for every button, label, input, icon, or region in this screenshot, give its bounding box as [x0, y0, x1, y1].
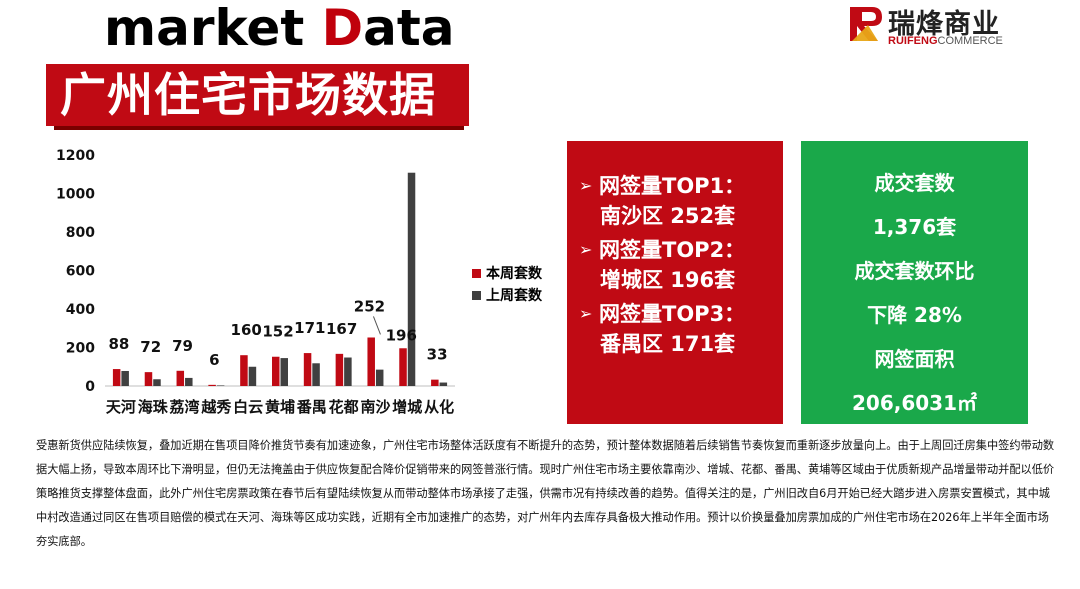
data-label: 252 — [354, 297, 385, 315]
data-label: 88 — [108, 335, 129, 353]
top2-label-text: 网签量TOP2： — [599, 238, 746, 262]
bar-last-week — [185, 377, 193, 386]
data-label: 33 — [427, 346, 448, 364]
arrow-bullet-icon: ➢ — [579, 240, 593, 259]
bar-this-week — [208, 384, 216, 386]
logo-english-name: RUIFENGCOMMERCE — [888, 35, 1003, 47]
x-tick-label: 番禺 — [296, 398, 327, 416]
x-tick-label: 花都 — [329, 398, 359, 416]
ruifeng-logo-icon — [850, 7, 882, 41]
data-label: 160 — [231, 321, 262, 339]
bar-last-week — [121, 370, 129, 386]
bar-this-week — [335, 353, 344, 386]
y-tick-label: 200 — [66, 341, 95, 357]
y-tick-label: 1000 — [56, 187, 95, 203]
mom-value: 下降 28% — [867, 303, 962, 327]
headline: market Data — [104, 0, 455, 56]
district-sales-bar-chart: 0 200 400 600 800 1000 1200 天河 88 海珠 72 荔湾 79 越秀 6 白云 16… — [56, 148, 455, 416]
data-label: 72 — [140, 338, 161, 356]
bar-this-week — [272, 356, 280, 386]
area-label: 网签面积 — [874, 347, 955, 371]
top2-value: 增城区 196套 — [600, 267, 736, 292]
data-label: 79 — [172, 337, 193, 355]
y-tick-label: 600 — [66, 264, 95, 280]
mom-label: 成交套数环比 — [854, 259, 975, 283]
data-label: 6 — [209, 351, 219, 369]
x-tick-label: 白云 — [233, 398, 263, 416]
x-tick-label: 黄埔 — [265, 398, 295, 416]
bar-this-week — [176, 370, 185, 386]
title-banner: 广州住宅市场数据 — [46, 64, 469, 130]
x-tick-label: 荔湾 — [170, 398, 200, 416]
deals-value: 1,376套 — [872, 215, 957, 239]
bar-last-week — [344, 357, 352, 386]
bar-last-week — [280, 358, 288, 386]
legend-swatch-this-week — [472, 268, 481, 278]
bar-last-week — [248, 366, 257, 386]
top-districts-panel: ➢ 网签量TOP1： 南沙区 252套 ➢ 网签量TOP2： 增城区 196套 ➢ 网… — [567, 141, 783, 424]
top3-label: ➢ 网签量TOP3： — [579, 299, 783, 330]
x-tick-label: 增城 — [392, 398, 422, 416]
area-value: 206,6031㎡ — [851, 391, 977, 415]
legend-item-last-week: 上周套数 — [472, 284, 542, 306]
top1-label-text: 网签量TOP1： — [599, 174, 746, 198]
x-tick-label: 南沙 — [360, 398, 390, 416]
top2-label: ➢ 网签量TOP2： — [579, 235, 783, 266]
top1-label: ➢ 网签量TOP1： — [579, 171, 783, 202]
bar-this-week — [112, 369, 121, 386]
legend-label-this-week: 本周套数 — [486, 266, 542, 282]
y-tick-label: 400 — [66, 302, 95, 318]
y-tick-label: 1200 — [56, 148, 95, 164]
logo-en-bold: RUIFENG — [888, 35, 938, 47]
chart-legend: 本周套数 上周套数 — [472, 262, 542, 306]
x-tick-label: 天河 — [106, 398, 136, 416]
bar-this-week — [303, 353, 312, 386]
deals-label: 成交套数 — [874, 171, 955, 195]
bar-last-week — [312, 363, 320, 386]
headline-accent: D — [321, 0, 364, 57]
bar-this-week — [144, 372, 153, 386]
arrow-bullet-icon: ➢ — [579, 176, 593, 195]
data-label: 196 — [386, 326, 417, 344]
page-title: 广州住宅市场数据 — [60, 68, 436, 122]
bar-last-week — [375, 369, 384, 386]
legend-item-this-week: 本周套数 — [472, 262, 542, 284]
data-label: 167 — [326, 320, 357, 338]
bar-this-week — [367, 337, 375, 386]
bar-this-week — [431, 379, 439, 386]
x-tick-label: 海珠 — [138, 398, 169, 416]
headline-suffix: ata — [363, 0, 455, 57]
market-commentary: 受惠新货供应陆续恢复，叠加近期在售项目降价推货节奏有加速迹象，广州住宅市场整体活… — [36, 439, 1055, 548]
headline-prefix: market — [104, 0, 322, 57]
x-tick-label: 从化 — [424, 398, 454, 416]
arrow-bullet-icon: ➢ — [579, 304, 593, 323]
logo-en-light: COMMERCE — [937, 35, 1003, 47]
data-label: 152 — [262, 323, 293, 341]
y-tick-label: 0 — [85, 379, 95, 395]
y-tick-label: 800 — [66, 225, 95, 241]
top3-label-text: 网签量TOP3： — [599, 302, 746, 326]
data-label: 171 — [294, 319, 325, 337]
legend-swatch-last-week — [472, 290, 481, 300]
bar-this-week — [240, 355, 248, 386]
stats-panel: 成交套数 1,376套 成交套数环比 下降 28% 网签面积 206,6031㎡ — [801, 141, 1028, 424]
top1-value: 南沙区 252套 — [600, 203, 736, 228]
bar-last-week — [407, 172, 416, 386]
top3-value: 番禺区 171套 — [600, 331, 736, 356]
bar-last-week — [153, 379, 161, 386]
x-tick-label: 越秀 — [200, 398, 232, 416]
bar-last-week — [216, 385, 225, 386]
bar-last-week — [439, 382, 448, 386]
data-label-leader-line — [372, 316, 381, 335]
logo-chinese-name: 瑞烽商业 — [888, 9, 1000, 40]
bar-this-week — [399, 348, 407, 386]
legend-label-last-week: 上周套数 — [486, 288, 542, 304]
company-logo: 瑞烽商业 RUIFENGCOMMERCE — [848, 4, 1048, 48]
